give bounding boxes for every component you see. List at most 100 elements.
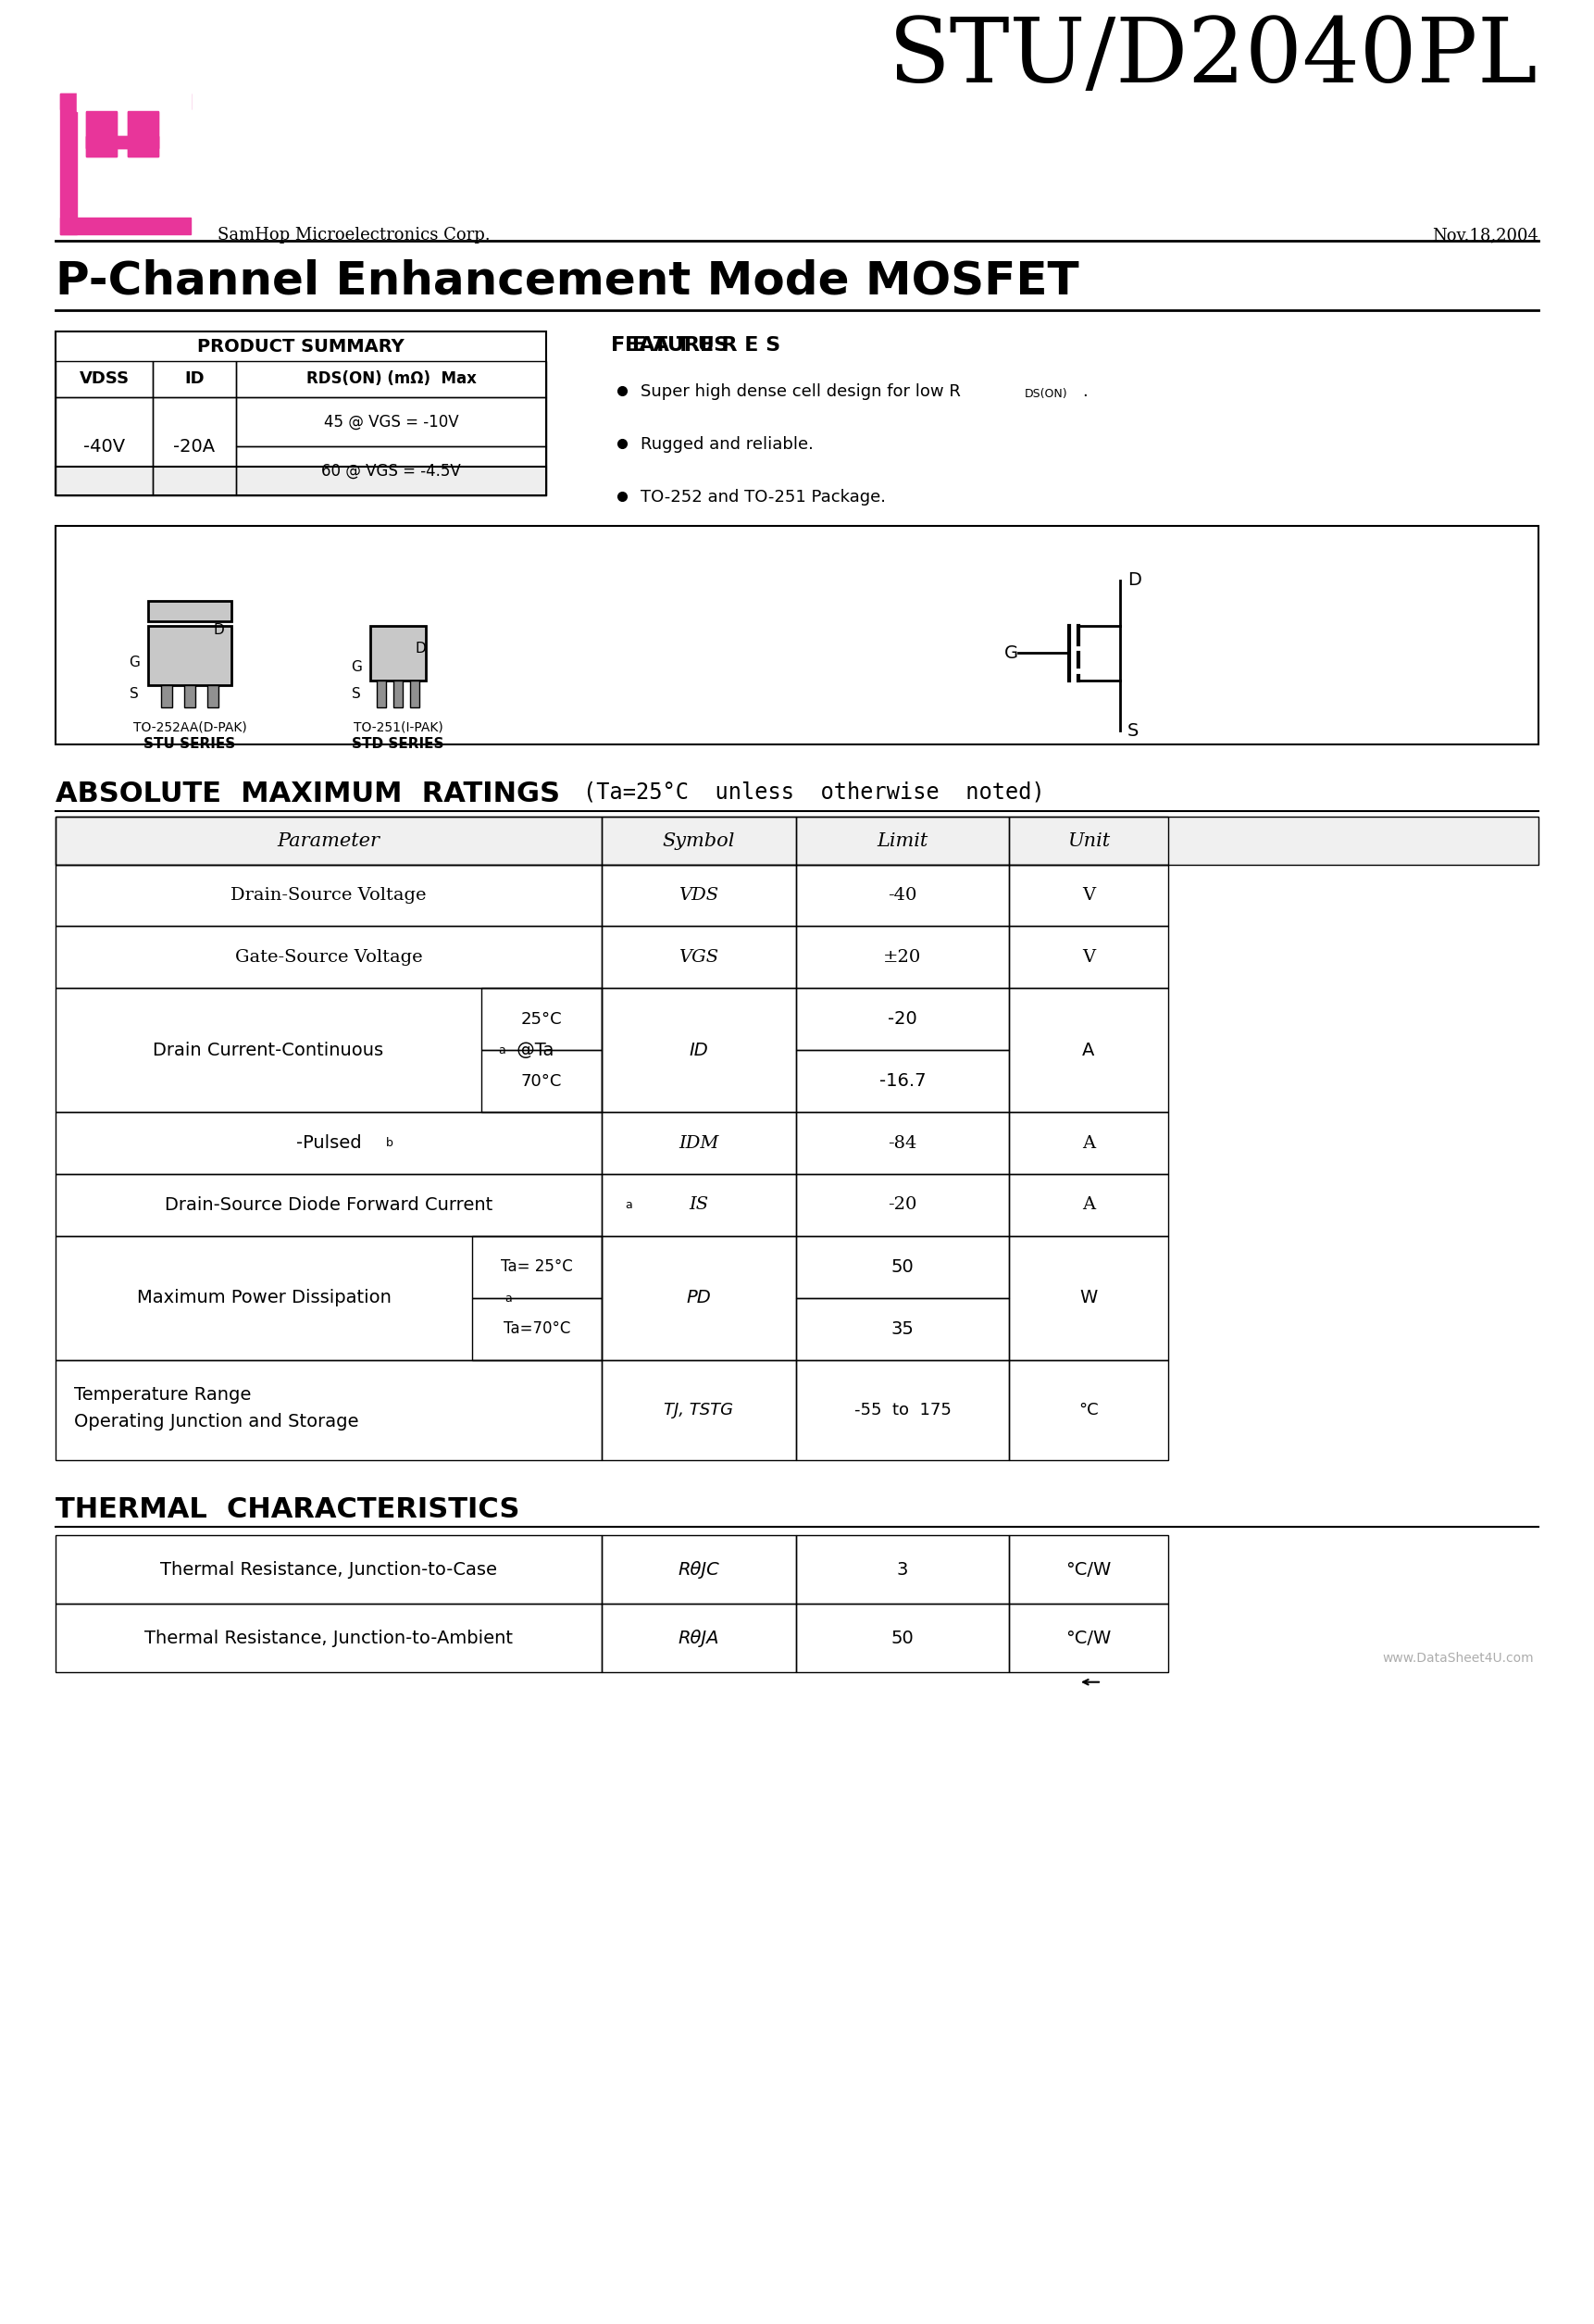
Bar	[795, 1536, 1009, 1604]
Bar	[86, 112, 116, 158]
Bar	[410, 681, 419, 709]
Bar	[86, 112, 116, 158]
Bar	[128, 112, 158, 158]
Text: A: A	[1082, 1197, 1095, 1213]
Text: 25°C: 25°C	[521, 1011, 563, 1027]
Text: 3: 3	[897, 1562, 909, 1578]
Text: Maximum Power Dissipation: Maximum Power Dissipation	[137, 1290, 391, 1306]
Text: a: a	[497, 1046, 505, 1057]
Bar	[1009, 1113, 1168, 1174]
Bar	[601, 818, 795, 865]
Bar	[601, 1113, 795, 1174]
Bar	[86, 137, 158, 149]
Bar	[56, 865, 601, 927]
Bar	[394, 681, 403, 709]
Text: Ta= 25°C: Ta= 25°C	[501, 1260, 572, 1276]
Bar	[1009, 1604, 1168, 1671]
Text: Temperature Range: Temperature Range	[73, 1385, 252, 1404]
Text: G: G	[351, 660, 362, 674]
Bar	[1009, 1236, 1168, 1360]
Text: -40: -40	[888, 888, 917, 904]
Bar	[56, 988, 601, 1113]
Bar	[795, 1050, 1009, 1113]
Text: (Ta=25°C  unless  otherwise  noted): (Ta=25°C unless otherwise noted)	[583, 781, 1044, 802]
Bar	[795, 1604, 1009, 1671]
Text: Limit: Limit	[877, 832, 928, 851]
Bar	[56, 818, 601, 865]
Bar	[56, 1360, 601, 1459]
Text: VGS: VGS	[679, 948, 719, 964]
Text: D: D	[214, 623, 223, 637]
Bar	[236, 397, 547, 446]
Text: DS(ON): DS(ON)	[1025, 388, 1068, 400]
Bar	[601, 1174, 795, 1236]
Bar	[185, 686, 196, 709]
Text: D: D	[1127, 572, 1141, 588]
Text: PRODUCT SUMMARY: PRODUCT SUMMARY	[198, 337, 405, 356]
Bar	[1009, 988, 1168, 1113]
Text: ±20: ±20	[883, 948, 921, 964]
Text: TO-251(I-PAK): TO-251(I-PAK)	[354, 720, 443, 734]
Bar	[472, 1236, 601, 1297]
Text: Operating Junction and Storage: Operating Junction and Storage	[73, 1413, 359, 1432]
Bar	[148, 602, 231, 621]
Text: IS: IS	[689, 1197, 709, 1213]
Text: 70°C: 70°C	[521, 1074, 563, 1090]
Bar	[56, 1536, 601, 1604]
Text: SamHop Microelectronics Corp.: SamHop Microelectronics Corp.	[217, 228, 491, 244]
Bar	[236, 360, 547, 397]
Bar	[153, 397, 236, 495]
Text: IDM: IDM	[679, 1134, 719, 1150]
Text: -40V: -40V	[83, 437, 124, 456]
Bar	[77, 5, 191, 112]
Bar	[61, 93, 77, 235]
Bar	[795, 865, 1009, 927]
Bar	[161, 686, 172, 709]
Text: °C/W: °C/W	[1066, 1629, 1111, 1648]
Text: -20A: -20A	[174, 437, 215, 456]
Bar	[601, 988, 795, 1113]
Bar	[56, 1604, 601, 1671]
Text: S: S	[352, 688, 360, 702]
Text: a: a	[625, 1199, 631, 1211]
Text: b: b	[386, 1136, 394, 1148]
Text: °C/W: °C/W	[1066, 1562, 1111, 1578]
Bar	[795, 818, 1009, 865]
Text: ID: ID	[689, 1041, 708, 1060]
Text: Thermal Resistance, Junction-to-Ambient: Thermal Resistance, Junction-to-Ambient	[145, 1629, 513, 1648]
Bar	[86, 137, 158, 149]
Bar	[56, 927, 601, 988]
Bar	[795, 1236, 1009, 1297]
Bar	[56, 467, 547, 495]
Bar	[472, 1297, 601, 1360]
Bar	[1009, 1536, 1168, 1604]
Text: www.DataSheet4U.com: www.DataSheet4U.com	[1382, 1652, 1533, 1664]
Text: Nov.18,2004: Nov.18,2004	[1431, 228, 1538, 244]
Bar	[1009, 1360, 1168, 1459]
Text: P-Channel Enhancement Mode MOSFET: P-Channel Enhancement Mode MOSFET	[56, 258, 1079, 304]
Text: -84: -84	[888, 1134, 917, 1150]
Text: -20: -20	[888, 1011, 917, 1027]
Text: A: A	[1082, 1134, 1095, 1150]
Text: Drain-Source Voltage: Drain-Source Voltage	[231, 888, 427, 904]
Text: -20: -20	[888, 1197, 917, 1213]
Bar	[56, 360, 153, 397]
Bar	[148, 625, 231, 686]
Text: @Ta: @Ta	[512, 1041, 553, 1060]
Text: F E A T U R E S: F E A T U R E S	[611, 337, 781, 356]
Text: TO-252AA(D-PAK): TO-252AA(D-PAK)	[132, 720, 247, 734]
Text: ABSOLUTE  MAXIMUM  RATINGS: ABSOLUTE MAXIMUM RATINGS	[56, 781, 559, 806]
Text: 45 @ VGS = -10V: 45 @ VGS = -10V	[324, 414, 459, 430]
Bar	[601, 1360, 795, 1459]
Bar	[56, 818, 1538, 865]
Bar	[207, 686, 218, 709]
Bar	[481, 988, 601, 1050]
Bar	[61, 218, 191, 235]
Text: Thermal Resistance, Junction-to-Case: Thermal Resistance, Junction-to-Case	[159, 1562, 497, 1578]
Text: RθJC: RθJC	[677, 1562, 719, 1578]
Bar	[601, 1604, 795, 1671]
Text: VDSS: VDSS	[80, 372, 129, 388]
Bar	[795, 988, 1009, 1050]
Bar	[376, 681, 386, 709]
Text: FEATURES: FEATURES	[611, 337, 728, 356]
